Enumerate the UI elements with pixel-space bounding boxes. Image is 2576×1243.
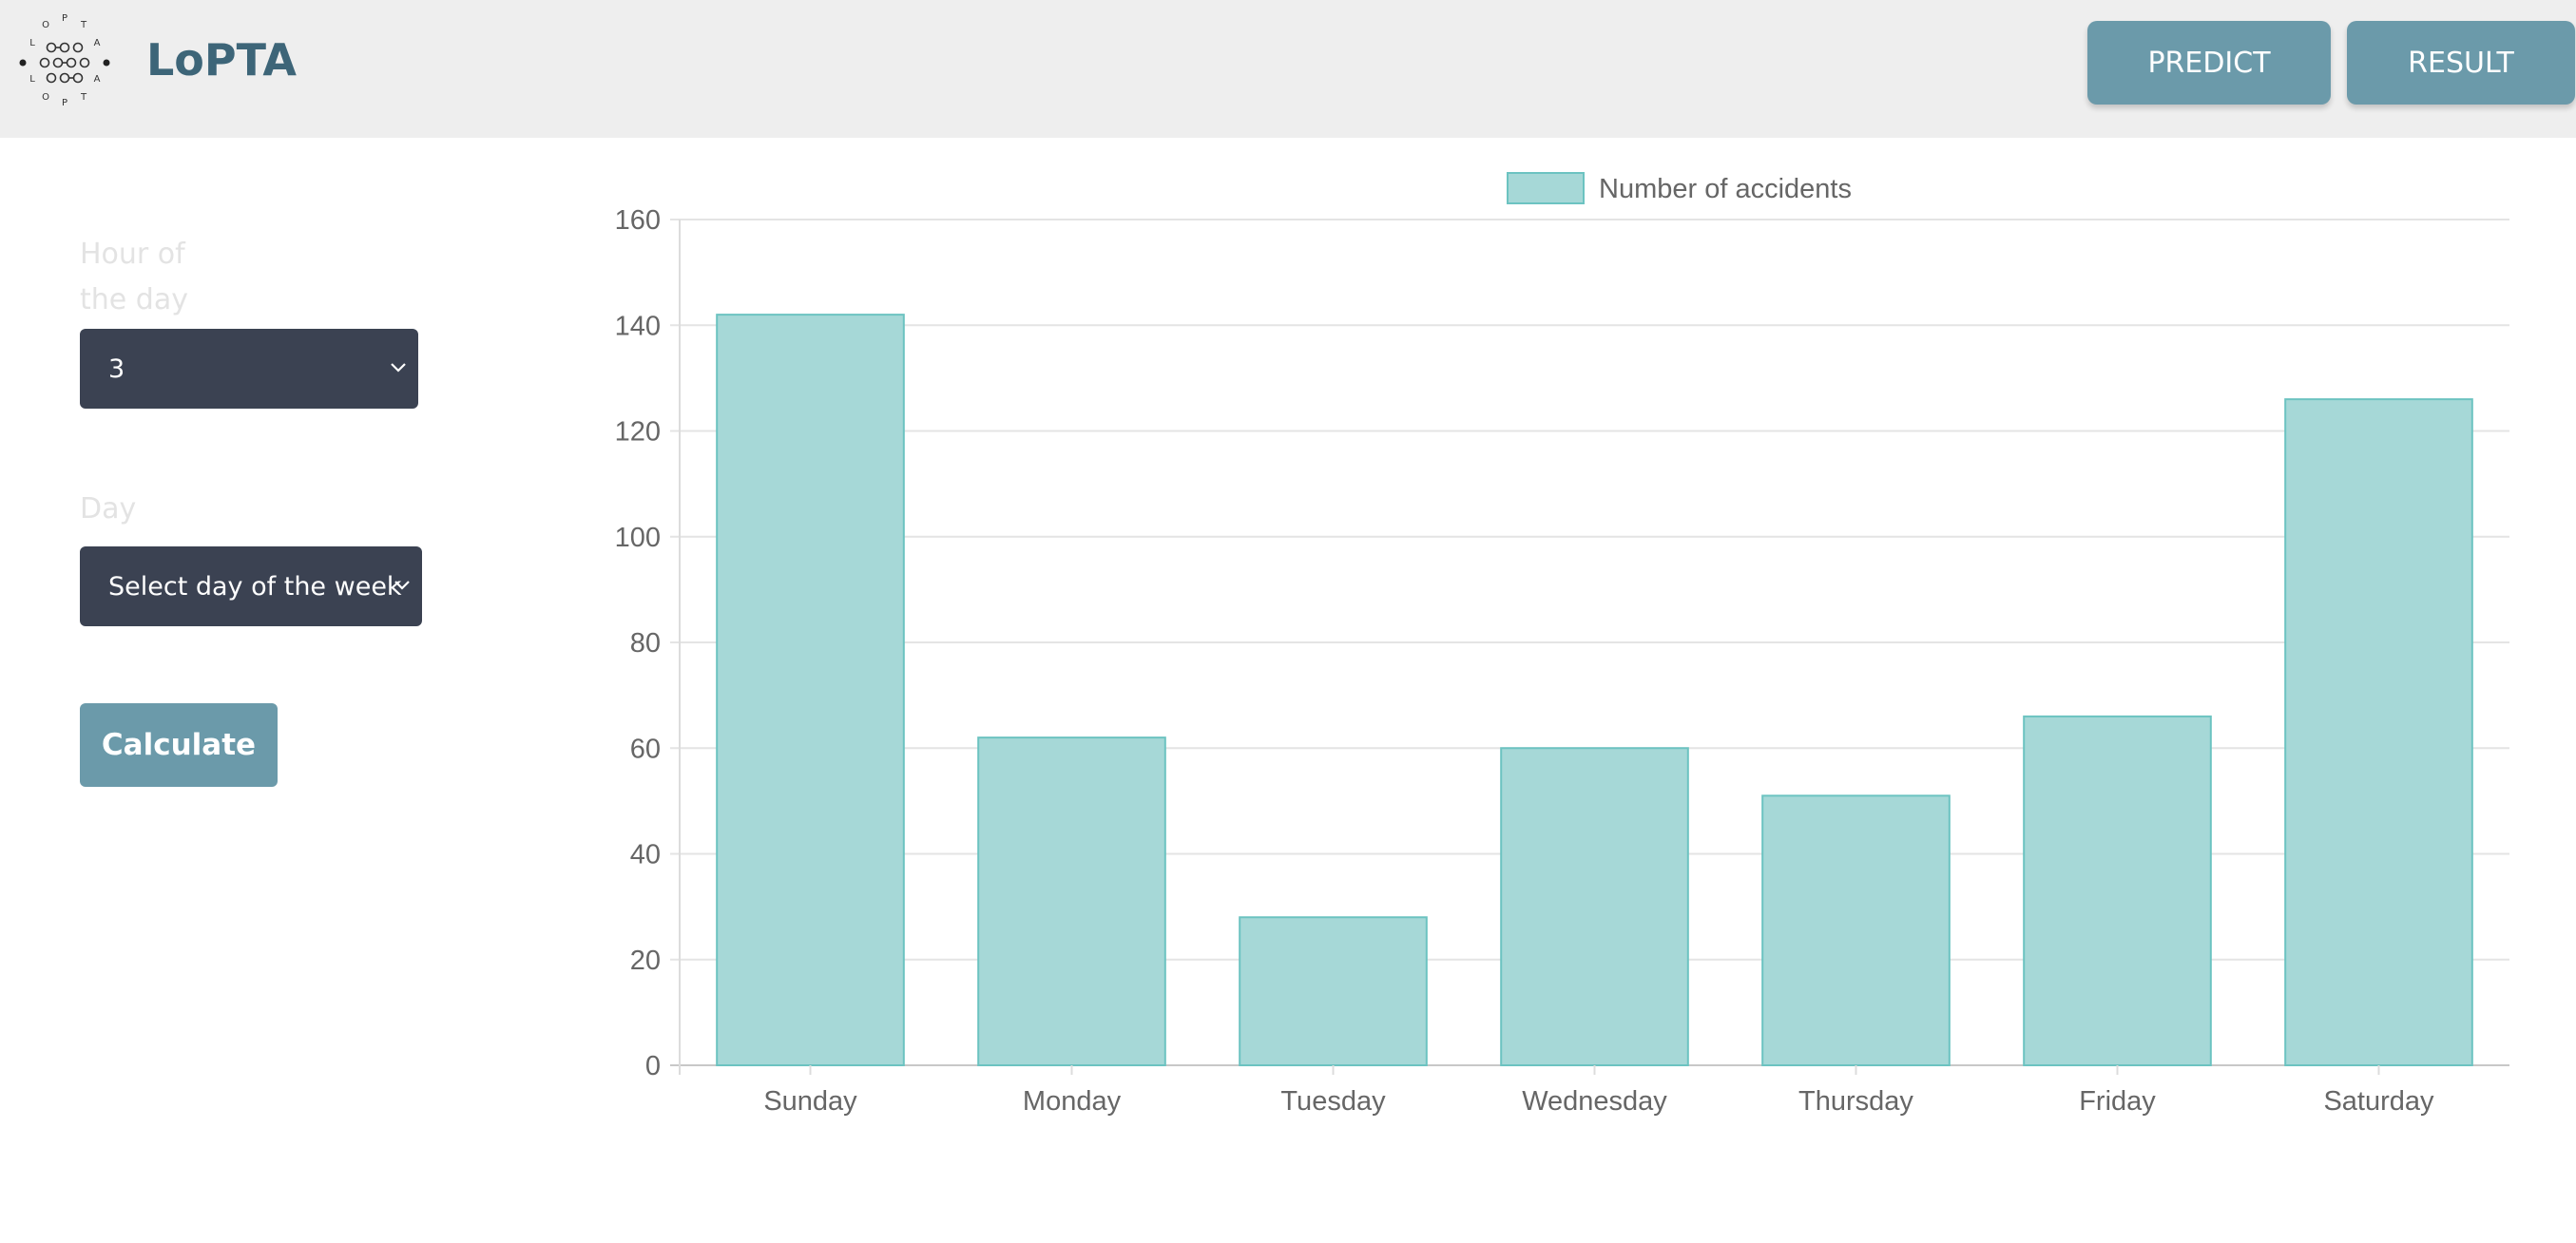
- hour-select-value: 3: [108, 354, 125, 384]
- x-tick-label: Tuesday: [1280, 1086, 1386, 1117]
- bar-thursday: [1761, 794, 1951, 1066]
- bar-wednesday: [1500, 747, 1689, 1066]
- logo-icon[interactable]: P O T A L L A O T P: [13, 10, 116, 112]
- chevron-down-icon: [394, 581, 410, 590]
- chevron-down-icon: [391, 363, 406, 373]
- day-label: Day: [80, 492, 137, 526]
- y-tick-label: 120: [615, 417, 661, 448]
- calculate-button[interactable]: Calculate: [80, 703, 278, 787]
- accidents-bar-chart: 0 20 40 60 80 100 120 140 160 Sunday Monday Tuesday…: [615, 172, 2509, 1117]
- x-tick-label: Monday: [1023, 1086, 1122, 1117]
- logo-letter-icon: L: [29, 74, 35, 85]
- brand-title[interactable]: LoPTA: [146, 34, 298, 86]
- y-tick-label: 0: [645, 1051, 661, 1081]
- hour-label: Hour of the day: [80, 238, 188, 316]
- logo-letter-icon: L: [29, 38, 35, 48]
- header-bar: P O T A L L A O T P LoPTA PREDICT RESULT: [0, 0, 2576, 138]
- logo-letter-icon: O: [42, 92, 49, 103]
- bar-saturday: [2284, 398, 2473, 1066]
- logo-letter-icon: A: [94, 74, 101, 85]
- x-tick-label: Thursday: [1798, 1086, 1913, 1117]
- legend-label: Number of accidents: [1599, 174, 1852, 204]
- predict-button[interactable]: PREDICT: [2087, 21, 2331, 105]
- logo-letter-icon: T: [80, 20, 87, 30]
- bar-monday: [977, 736, 1166, 1066]
- bar-friday: [2023, 715, 2212, 1066]
- logo-letter-icon: O: [42, 20, 49, 30]
- logo-letter-icon: P: [62, 13, 67, 24]
- day-select[interactable]: Select day of the week: [80, 546, 422, 626]
- bar-tuesday: [1239, 916, 1428, 1066]
- logo-letter-icon: P: [62, 98, 67, 108]
- y-tick-label: 100: [615, 523, 661, 553]
- y-tick-label: 40: [630, 840, 661, 870]
- y-tick-label: 140: [615, 311, 661, 341]
- hour-select[interactable]: 3: [80, 329, 418, 409]
- bar-sunday: [716, 314, 905, 1066]
- x-tick-label: Friday: [2079, 1086, 2156, 1117]
- y-tick-label: 160: [615, 205, 661, 236]
- x-tick-label: Wednesday: [1522, 1086, 1667, 1117]
- y-tick-label: 20: [630, 946, 661, 976]
- logo-letter-icon: T: [80, 92, 87, 103]
- result-button[interactable]: RESULT: [2347, 21, 2575, 105]
- legend-swatch: [1507, 172, 1585, 204]
- x-tick-label: Sunday: [763, 1086, 857, 1117]
- x-tick-label: Saturday: [2323, 1086, 2434, 1117]
- logo-letter-icon: A: [94, 38, 101, 48]
- day-select-value: Select day of the week: [108, 571, 402, 602]
- y-tick-label: 80: [630, 628, 661, 659]
- y-tick-label: 60: [630, 734, 661, 764]
